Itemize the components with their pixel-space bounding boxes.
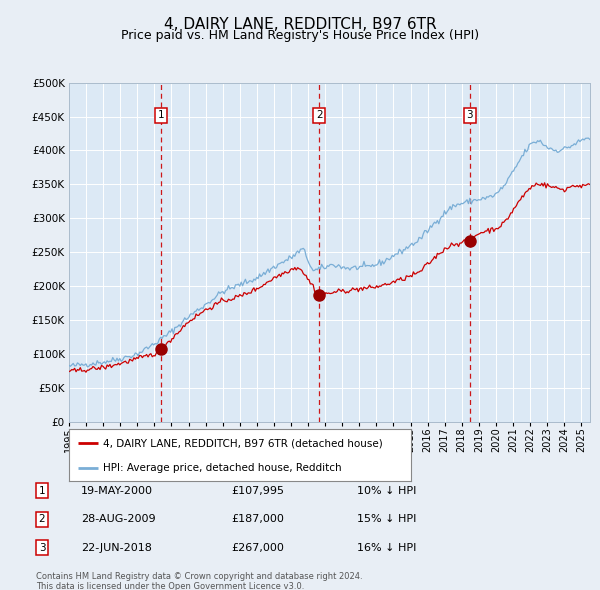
Text: 2: 2	[38, 514, 46, 524]
Text: 22-JUN-2018: 22-JUN-2018	[81, 543, 152, 552]
Text: 4, DAIRY LANE, REDDITCH, B97 6TR: 4, DAIRY LANE, REDDITCH, B97 6TR	[164, 17, 436, 31]
Text: This data is licensed under the Open Government Licence v3.0.: This data is licensed under the Open Gov…	[36, 582, 304, 590]
Text: £187,000: £187,000	[231, 514, 284, 524]
Text: 15% ↓ HPI: 15% ↓ HPI	[357, 514, 416, 524]
Text: 28-AUG-2009: 28-AUG-2009	[81, 514, 155, 524]
Text: 10% ↓ HPI: 10% ↓ HPI	[357, 486, 416, 496]
Text: 1: 1	[158, 110, 164, 120]
Text: 2: 2	[316, 110, 323, 120]
Text: £107,995: £107,995	[231, 486, 284, 496]
Text: 16% ↓ HPI: 16% ↓ HPI	[357, 543, 416, 552]
Text: 1: 1	[38, 486, 46, 496]
Text: 3: 3	[38, 543, 46, 552]
Text: Contains HM Land Registry data © Crown copyright and database right 2024.: Contains HM Land Registry data © Crown c…	[36, 572, 362, 581]
Text: 3: 3	[466, 110, 473, 120]
Text: HPI: Average price, detached house, Redditch: HPI: Average price, detached house, Redd…	[103, 463, 342, 473]
Text: 19-MAY-2000: 19-MAY-2000	[81, 486, 153, 496]
Text: 4, DAIRY LANE, REDDITCH, B97 6TR (detached house): 4, DAIRY LANE, REDDITCH, B97 6TR (detach…	[103, 438, 383, 448]
Text: £267,000: £267,000	[231, 543, 284, 552]
Text: Price paid vs. HM Land Registry's House Price Index (HPI): Price paid vs. HM Land Registry's House …	[121, 30, 479, 42]
